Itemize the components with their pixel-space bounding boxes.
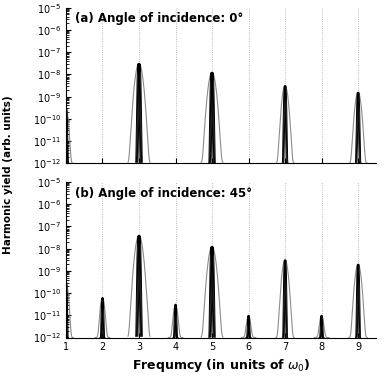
Text: Harmonic yield (arb. units): Harmonic yield (arb. units) bbox=[3, 95, 13, 254]
Text: (a) Angle of incidence: 0°: (a) Angle of incidence: 0° bbox=[75, 12, 244, 26]
Text: (b) Angle of incidence: 45°: (b) Angle of incidence: 45° bbox=[75, 187, 252, 200]
X-axis label: Frequmcy (in units of $\omega_0$): Frequmcy (in units of $\omega_0$) bbox=[132, 357, 310, 374]
